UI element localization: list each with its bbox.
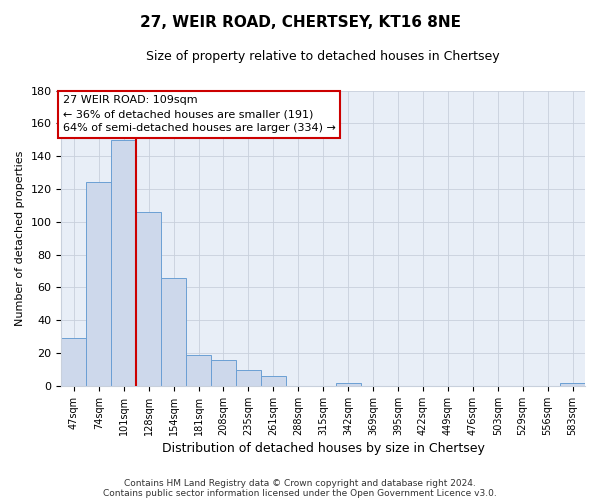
Bar xyxy=(86,182,111,386)
Text: 27, WEIR ROAD, CHERTSEY, KT16 8NE: 27, WEIR ROAD, CHERTSEY, KT16 8NE xyxy=(139,15,461,30)
Y-axis label: Number of detached properties: Number of detached properties xyxy=(15,150,25,326)
Bar xyxy=(261,376,286,386)
Bar xyxy=(335,382,361,386)
Text: Contains public sector information licensed under the Open Government Licence v3: Contains public sector information licen… xyxy=(103,488,497,498)
Bar xyxy=(136,212,161,386)
Bar xyxy=(236,370,261,386)
Bar xyxy=(186,355,211,386)
Text: 27 WEIR ROAD: 109sqm
← 36% of detached houses are smaller (191)
64% of semi-deta: 27 WEIR ROAD: 109sqm ← 36% of detached h… xyxy=(62,96,335,134)
Bar xyxy=(211,360,236,386)
Bar xyxy=(111,140,136,386)
Bar xyxy=(161,278,186,386)
X-axis label: Distribution of detached houses by size in Chertsey: Distribution of detached houses by size … xyxy=(162,442,485,455)
Bar xyxy=(61,338,86,386)
Title: Size of property relative to detached houses in Chertsey: Size of property relative to detached ho… xyxy=(146,50,500,63)
Text: Contains HM Land Registry data © Crown copyright and database right 2024.: Contains HM Land Registry data © Crown c… xyxy=(124,478,476,488)
Bar xyxy=(560,382,585,386)
